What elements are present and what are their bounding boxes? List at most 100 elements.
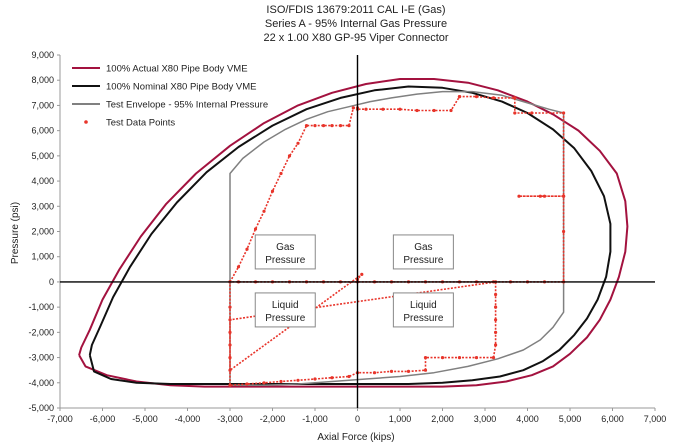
- x-tick-label: 4,000: [516, 414, 539, 424]
- test-data-point: [304, 124, 309, 128]
- test-data-point: [372, 371, 377, 375]
- test-data-point: [245, 382, 249, 386]
- test-data-point: [381, 107, 385, 111]
- test-data-trace: [229, 95, 565, 387]
- test-data-point: [228, 318, 232, 322]
- test-data-point: [228, 343, 232, 347]
- y-tick-label: 6,000: [31, 126, 54, 136]
- x-axis-label: Axial Force (kips): [317, 432, 394, 443]
- test-data-point: [432, 108, 436, 113]
- x-tick-label: 6,000: [601, 414, 624, 424]
- y-tick-label: 4,000: [31, 176, 54, 186]
- test-data-point: [338, 124, 343, 128]
- region-box-1: [254, 234, 316, 270]
- test-data-point: [287, 154, 292, 158]
- x-tick-label: -2,000: [260, 414, 286, 424]
- test-data-point: [313, 377, 317, 381]
- region-box-2: [392, 234, 454, 270]
- region-label-1-line-2: Pressure: [265, 255, 305, 266]
- test-data-point: [313, 124, 317, 128]
- test-data-point: [364, 107, 368, 111]
- test-data-point: [491, 96, 496, 100]
- legend-label-1: 100% Actual X80 Pipe Body VME: [106, 64, 248, 75]
- y-tick-label: -5,000: [28, 403, 54, 413]
- x-tick-label: -5,000: [132, 414, 158, 424]
- x-tick-label: 3,000: [474, 414, 497, 424]
- test-data-point: [457, 356, 462, 360]
- region-label-1-line-1: Gas: [276, 242, 294, 253]
- test-data-point: [296, 141, 300, 145]
- test-data-point: [494, 305, 498, 309]
- test-data-point: [474, 95, 479, 99]
- x-tick-label: 5,000: [559, 414, 582, 424]
- test-data-point: [228, 330, 232, 334]
- title-line-2: Series A - 95% Internal Gas Pressure: [265, 18, 447, 30]
- y-tick-label: -3,000: [28, 353, 54, 363]
- test-data-point: [474, 356, 479, 360]
- test-data-point: [351, 106, 355, 110]
- test-data-point: [321, 124, 326, 128]
- test-data-point: [398, 107, 402, 111]
- test-data-point: [347, 124, 351, 128]
- test-data-point: [347, 374, 351, 379]
- title-line-1: ISO/FDIS 13679:2011 CAL I-E (Gas): [266, 4, 445, 16]
- test-data-point: [491, 356, 496, 360]
- test-data-point: [423, 356, 428, 360]
- region-label-2-line-1: Gas: [414, 242, 432, 253]
- test-data-point: [279, 171, 283, 176]
- x-tick-label: 7,000: [644, 414, 667, 424]
- test-data-point: [360, 272, 364, 276]
- x-tick-label: 0: [355, 414, 360, 424]
- y-tick-label: 0: [49, 277, 54, 287]
- x-tick-label: 1,000: [389, 414, 412, 424]
- series-line-2: [88, 85, 612, 385]
- test-data-point: [494, 330, 498, 334]
- test-data-point: [494, 343, 498, 347]
- test-data-point: [228, 383, 232, 387]
- test-data-point: [245, 247, 249, 251]
- test-data-point: [542, 194, 547, 198]
- test-data-point: [296, 378, 300, 382]
- series-line-1: [78, 78, 629, 388]
- x-tick-label: 2,000: [431, 414, 454, 424]
- x-tick-label: -1,000: [302, 414, 328, 424]
- tick-labels: -7,000 -6,000 -5,000 -4,000 -3,000 -2,000 -1,0…: [28, 50, 666, 424]
- test-data-point: [262, 381, 266, 385]
- y-tick-label: 9,000: [31, 50, 54, 60]
- legend-label-2: 100% Nominal X80 Pipe Body VME: [106, 82, 257, 93]
- test-data-point: [406, 369, 411, 373]
- legend-label-3: Test Envelope - 95% Internal Pressure: [106, 100, 268, 111]
- test-data-point: [494, 318, 498, 322]
- test-data-point: [562, 194, 566, 198]
- region-box-4: [392, 292, 454, 328]
- y-tick-label: 3,000: [31, 201, 54, 211]
- y-tick-label: 7,000: [31, 100, 54, 110]
- test-data-point: [228, 305, 232, 309]
- legend: 100% Actual X80 Pipe Body VME 100% Nomina…: [72, 64, 268, 129]
- x-tick-label: -3,000: [217, 414, 243, 424]
- y-tick-label: -1,000: [28, 302, 54, 312]
- region-label-3-line-1: Liquid: [272, 300, 299, 311]
- y-tick-label: -4,000: [28, 378, 54, 388]
- test-data-point: [253, 227, 258, 231]
- test-data-point: [562, 111, 566, 115]
- test-data-point: [538, 194, 542, 198]
- region-label-4-line-1: Liquid: [410, 300, 437, 311]
- legend-swatch-4: [84, 120, 88, 124]
- y-tick-label: 1,000: [31, 252, 54, 262]
- x-tick-label: -6,000: [90, 414, 116, 424]
- y-tick-label: 5,000: [31, 151, 54, 161]
- series-line-3: [229, 90, 565, 387]
- test-data-point: [562, 229, 566, 234]
- test-data-point: [415, 108, 419, 113]
- test-data-point: [440, 356, 445, 360]
- test-data-point: [270, 189, 275, 193]
- test-data-point: [449, 108, 453, 113]
- y-tick-label: -2,000: [28, 327, 54, 337]
- plot-series: [78, 78, 629, 388]
- test-data-point: [513, 96, 517, 100]
- test-data-point: [236, 265, 241, 269]
- test-data-point: [330, 376, 334, 380]
